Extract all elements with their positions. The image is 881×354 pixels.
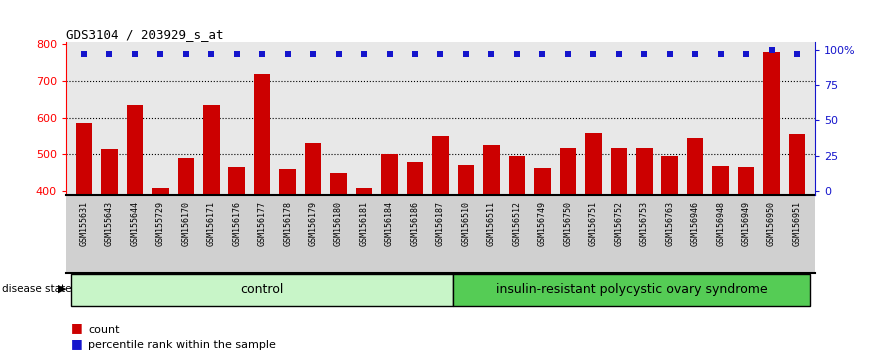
Bar: [763, 52, 780, 338]
Text: GSM156948: GSM156948: [716, 201, 725, 246]
Bar: [228, 167, 245, 338]
Point: [765, 47, 779, 52]
Point: [77, 51, 91, 57]
Bar: [453, 274, 810, 306]
Point: [637, 51, 651, 57]
Point: [281, 51, 295, 57]
Bar: [127, 105, 143, 338]
Point: [536, 51, 550, 57]
Text: GSM156950: GSM156950: [767, 201, 776, 246]
Text: GSM156187: GSM156187: [436, 201, 445, 246]
Point: [331, 51, 345, 57]
Point: [561, 51, 575, 57]
Point: [102, 51, 116, 57]
Text: GSM156510: GSM156510: [462, 201, 470, 246]
Bar: [76, 123, 93, 338]
Text: GSM156186: GSM156186: [411, 201, 419, 246]
Text: GDS3104 / 203929_s_at: GDS3104 / 203929_s_at: [66, 28, 224, 41]
Text: GSM156170: GSM156170: [181, 201, 190, 246]
Point: [382, 51, 396, 57]
Text: GSM156946: GSM156946: [691, 201, 700, 246]
Text: GSM155644: GSM155644: [130, 201, 139, 246]
Point: [714, 51, 728, 57]
Bar: [662, 156, 678, 338]
Text: GSM156753: GSM156753: [640, 201, 648, 246]
Text: GSM156949: GSM156949: [742, 201, 751, 246]
Point: [586, 51, 600, 57]
Text: GSM156512: GSM156512: [513, 201, 522, 246]
Text: GSM156171: GSM156171: [207, 201, 216, 246]
Text: percentile rank within the sample: percentile rank within the sample: [88, 341, 276, 350]
Bar: [534, 168, 551, 338]
Point: [306, 51, 320, 57]
Text: ■: ■: [70, 337, 82, 350]
Bar: [483, 145, 500, 338]
Text: GSM155631: GSM155631: [79, 201, 88, 246]
Bar: [738, 167, 754, 338]
Text: GSM155643: GSM155643: [105, 201, 114, 246]
Point: [179, 51, 193, 57]
Bar: [559, 148, 576, 338]
Text: GSM156177: GSM156177: [258, 201, 267, 246]
Text: GSM156511: GSM156511: [487, 201, 496, 246]
Point: [128, 51, 142, 57]
Text: GSM156749: GSM156749: [538, 201, 547, 246]
Bar: [458, 165, 474, 338]
Bar: [356, 188, 373, 338]
Text: GSM156763: GSM156763: [665, 201, 674, 246]
Text: GSM156951: GSM156951: [793, 201, 802, 246]
Point: [739, 51, 753, 57]
Bar: [508, 156, 525, 338]
Point: [230, 51, 244, 57]
Text: GSM156180: GSM156180: [334, 201, 343, 246]
Point: [485, 51, 499, 57]
Point: [357, 51, 371, 57]
Text: GSM156751: GSM156751: [589, 201, 598, 246]
Text: GSM156179: GSM156179: [308, 201, 318, 246]
Bar: [152, 188, 168, 338]
Text: count: count: [88, 325, 120, 335]
Text: GSM156750: GSM156750: [563, 201, 573, 246]
Text: GSM156181: GSM156181: [359, 201, 368, 246]
Text: ▶: ▶: [58, 284, 67, 293]
Point: [433, 51, 448, 57]
Text: control: control: [241, 283, 284, 296]
Point: [153, 51, 167, 57]
Bar: [305, 143, 322, 338]
Bar: [71, 274, 453, 306]
Point: [510, 51, 524, 57]
Point: [663, 51, 677, 57]
Bar: [585, 133, 602, 338]
Point: [459, 51, 473, 57]
Bar: [687, 138, 704, 338]
Bar: [713, 166, 729, 338]
Text: GSM155729: GSM155729: [156, 201, 165, 246]
Bar: [177, 158, 194, 338]
Point: [408, 51, 422, 57]
Point: [688, 51, 702, 57]
Text: GSM156176: GSM156176: [233, 201, 241, 246]
Text: GSM156752: GSM156752: [614, 201, 623, 246]
Point: [790, 51, 804, 57]
Text: insulin-resistant polycystic ovary syndrome: insulin-resistant polycystic ovary syndr…: [496, 283, 767, 296]
Bar: [407, 162, 423, 338]
Bar: [254, 74, 270, 338]
Point: [204, 51, 218, 57]
Bar: [279, 169, 296, 338]
Point: [255, 51, 270, 57]
Bar: [101, 149, 118, 338]
Bar: [381, 154, 398, 338]
Bar: [611, 148, 627, 338]
Point: [611, 51, 626, 57]
Text: GSM156178: GSM156178: [283, 201, 292, 246]
Bar: [788, 134, 805, 338]
Bar: [330, 173, 347, 338]
Text: disease state: disease state: [2, 284, 71, 293]
Bar: [636, 148, 653, 338]
Text: GSM156184: GSM156184: [385, 201, 394, 246]
Bar: [203, 105, 219, 338]
Text: ■: ■: [70, 321, 82, 335]
Bar: [433, 136, 448, 338]
